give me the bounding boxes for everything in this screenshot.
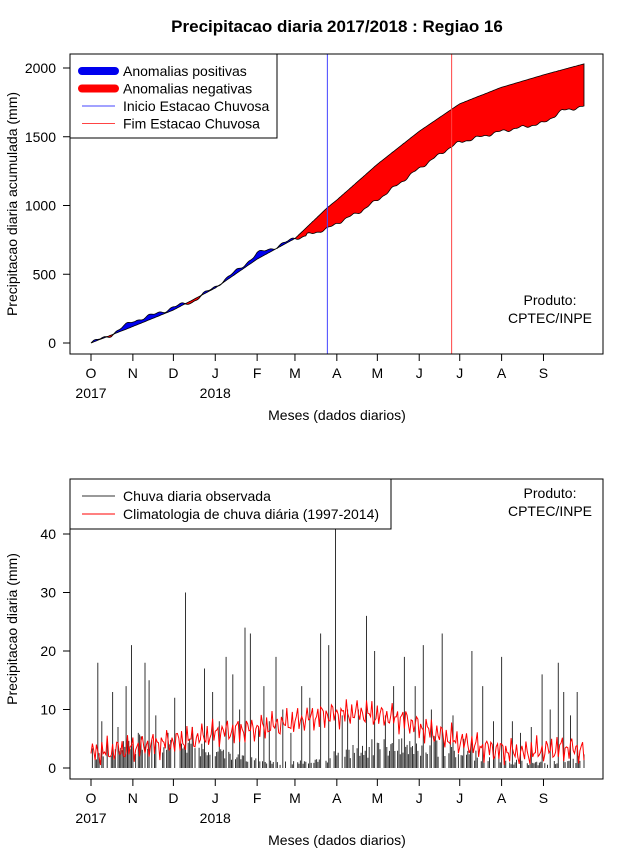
x-tick-label: D <box>168 790 178 806</box>
y-tick-label: 0 <box>48 760 56 776</box>
legend-label: Chuva diaria observada <box>123 488 271 504</box>
x-tick-label: M <box>372 365 384 381</box>
observed-daily-bars <box>91 516 585 768</box>
positive-anomaly-area <box>113 302 186 335</box>
y-tick-label: 1500 <box>25 129 56 145</box>
cumulative-precipitation-chart: Precipitacao diaria 2017/2018 : Regiao 1… <box>4 17 604 423</box>
x-tick-label: J <box>416 365 423 381</box>
legend-label: Inicio Estacao Chuvosa <box>123 98 270 114</box>
legend-box <box>69 478 392 530</box>
x-tick-label: F <box>253 790 262 806</box>
daily-credit-line-2: CPTEC/INPE <box>508 503 592 519</box>
x-tick-label: N <box>128 790 138 806</box>
y-tick-label: 10 <box>40 702 56 718</box>
legend-label: Anomalias positivas <box>123 63 247 79</box>
negative-anomaly-area <box>294 63 585 240</box>
year-label: 2017 <box>75 810 106 826</box>
year-label: 2017 <box>75 385 106 401</box>
daily-plot-area <box>90 516 585 768</box>
legend-label: Climatologia de chuva diária (1997-2014) <box>123 506 379 522</box>
x-tick-label: J <box>212 365 219 381</box>
y-tick-label: 20 <box>40 643 56 659</box>
cumulative-y-axis-label: Precipitacao diaria acumulada (mm) <box>4 92 20 316</box>
x-tick-label: A <box>497 790 507 806</box>
x-tick-label: O <box>86 790 97 806</box>
credit-line-1: Produto: <box>524 292 577 308</box>
x-tick-label: J <box>212 790 219 806</box>
daily-credit-line-1: Produto: <box>524 485 577 501</box>
positive-anomaly-area <box>201 284 220 296</box>
positive-anomaly-area <box>90 336 108 344</box>
x-tick-label: F <box>253 365 262 381</box>
x-tick-label: A <box>332 790 342 806</box>
cumulative-x-axis: O N D J F M A M J J A S 2017 2018 <box>75 353 548 401</box>
x-tick-label: O <box>86 365 97 381</box>
x-tick-label: A <box>497 365 507 381</box>
y-tick-label: 1000 <box>25 198 56 214</box>
x-tick-label: M <box>289 365 301 381</box>
x-tick-label: J <box>456 365 463 381</box>
x-tick-label: M <box>372 790 384 806</box>
year-label: 2018 <box>200 385 231 401</box>
x-tick-label: D <box>168 365 178 381</box>
y-tick-label: 500 <box>33 266 57 282</box>
x-tick-label: M <box>289 790 301 806</box>
positive-anomaly-area <box>222 248 277 284</box>
y-tick-label: 0 <box>48 335 56 351</box>
chart-title: Precipitacao diaria 2017/2018 : Regiao 1… <box>171 17 503 36</box>
y-tick-label: 30 <box>40 585 56 601</box>
negative-anomaly-area <box>218 280 224 287</box>
daily-y-axis-label: Precipitacao diaria (mm) <box>4 553 20 705</box>
negative-anomaly-area <box>185 293 203 305</box>
cumulative-x-axis-label: Meses (dados diarios) <box>268 407 406 423</box>
daily-y-axis: 0 10 20 30 40 <box>40 526 71 776</box>
daily-x-axis-label: Meses (dados diarios) <box>268 832 406 848</box>
positive-anomaly-area <box>276 237 297 249</box>
x-tick-label: S <box>539 365 548 381</box>
cumulative-legend: Anomalias positivas Anomalias negativasIn… <box>69 53 278 139</box>
year-label: 2018 <box>200 810 231 826</box>
daily-precipitation-chart: 0 10 20 30 40 O N D J F M A M J J A S 2017 2018 Meses (da… <box>4 478 604 848</box>
credit-line-2: CPTEC/INPE <box>508 310 592 326</box>
cumulative-y-axis: 0 500 1000 1500 2000 <box>25 60 71 351</box>
climatology-line <box>90 699 585 766</box>
daily-x-axis: O N D J F M A M J J A S 2017 2018 <box>75 778 548 826</box>
cumulative-plot-area <box>90 54 585 354</box>
x-tick-label: S <box>539 790 548 806</box>
x-tick-label: J <box>416 790 423 806</box>
x-tick-label: J <box>456 790 463 806</box>
y-tick-label: 2000 <box>25 60 56 76</box>
y-tick-label: 40 <box>40 526 56 542</box>
daily-legend: Chuva diaria observada Climatologia de ch… <box>69 478 392 530</box>
legend-label: Fim Estacao Chuvosa <box>123 116 260 132</box>
x-tick-label: A <box>332 365 342 381</box>
x-tick-label: N <box>128 365 138 381</box>
negative-anomaly-area <box>106 333 115 338</box>
legend-label: Anomalias negativas <box>123 81 252 97</box>
